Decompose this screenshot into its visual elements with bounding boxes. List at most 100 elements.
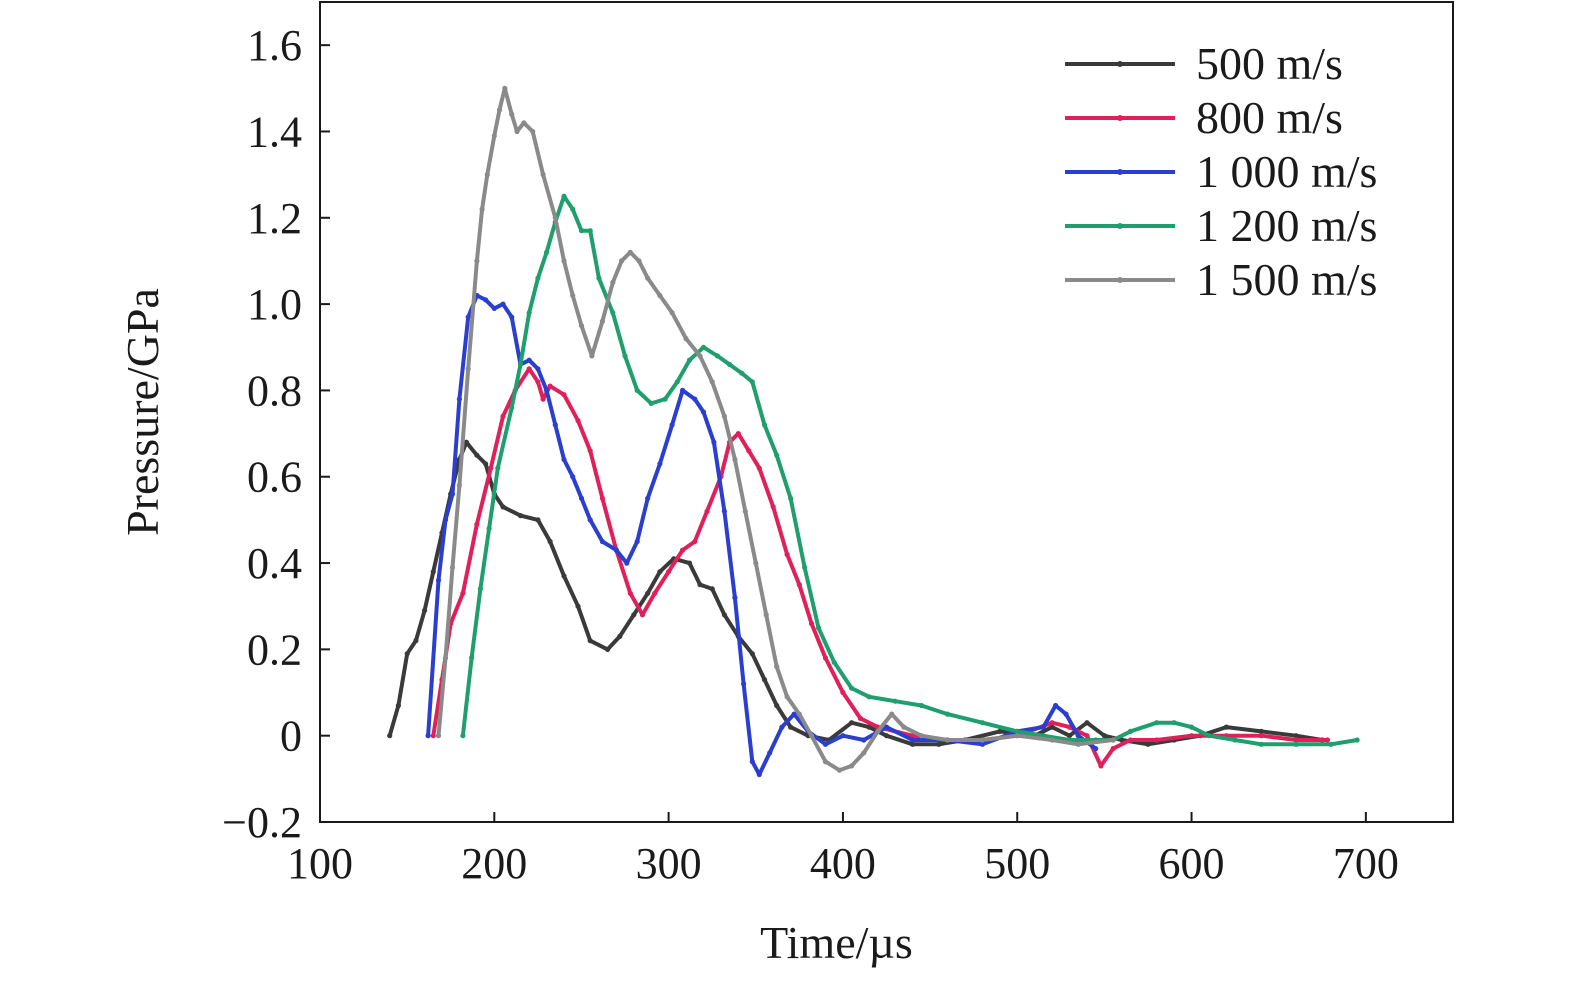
data-point	[704, 508, 710, 514]
data-point	[774, 452, 780, 458]
data-point	[700, 409, 707, 415]
data-point	[570, 474, 576, 480]
data-point	[822, 741, 829, 747]
data-point	[1040, 724, 1046, 730]
data-point	[1171, 720, 1177, 726]
data-point	[774, 702, 780, 709]
data-point	[622, 353, 628, 359]
x-tick-label: 400	[810, 839, 876, 888]
data-point	[756, 465, 762, 471]
x-tick-label: 300	[636, 839, 702, 888]
data-point	[1014, 728, 1020, 735]
data-point	[756, 771, 762, 778]
data-point	[875, 728, 881, 735]
data-point	[460, 590, 466, 596]
data-point	[469, 655, 475, 661]
x-tick-label: 700	[1333, 839, 1399, 888]
data-point	[1206, 733, 1212, 739]
data-point	[686, 560, 693, 566]
data-point	[822, 759, 829, 765]
data-point	[1110, 746, 1116, 752]
data-point	[735, 431, 741, 437]
data-point	[514, 128, 520, 135]
data-point	[680, 387, 686, 393]
data-point	[491, 305, 497, 311]
x-tick-label: 200	[461, 839, 527, 888]
x-axis: 100 200 300 400 500 600 700	[287, 812, 1399, 888]
data-point	[802, 564, 808, 571]
data-point	[692, 538, 698, 545]
data-point	[526, 357, 532, 363]
data-point	[477, 586, 483, 592]
y-tick-label: −0.2	[222, 798, 302, 847]
data-point	[1049, 720, 1055, 726]
legend-marker	[1117, 61, 1123, 67]
data-point	[791, 711, 797, 717]
data-point	[465, 366, 471, 372]
legend-label: 1 000 m/s	[1196, 146, 1377, 197]
data-point	[1293, 737, 1299, 743]
series-layer	[387, 85, 1360, 778]
data-point	[753, 560, 759, 566]
data-point	[617, 633, 623, 640]
data-point	[761, 677, 768, 683]
data-point	[578, 323, 585, 329]
data-point	[599, 538, 606, 545]
data-point	[714, 353, 721, 359]
data-point	[488, 465, 494, 471]
data-point	[570, 206, 576, 212]
data-point	[486, 525, 492, 532]
data-point	[1324, 737, 1331, 743]
data-point	[517, 513, 524, 519]
data-point	[1053, 702, 1059, 709]
data-point	[500, 413, 506, 419]
data-point	[666, 569, 672, 575]
data-point	[430, 733, 436, 739]
y-tick-label: 0	[280, 712, 302, 761]
data-point	[483, 297, 489, 303]
data-point	[1145, 741, 1151, 747]
data-point	[1258, 741, 1264, 747]
data-point	[662, 396, 668, 402]
data-point	[788, 495, 794, 501]
data-point	[861, 750, 867, 756]
data-point	[484, 172, 490, 178]
data-point	[526, 366, 532, 372]
data-point	[739, 370, 745, 376]
data-point	[509, 314, 515, 320]
x-tick-label: 600	[1159, 839, 1225, 888]
data-point	[910, 737, 916, 743]
data-point	[1328, 741, 1334, 747]
data-point	[680, 547, 686, 553]
data-point	[1293, 733, 1299, 739]
y-tick-label: 0.4	[247, 539, 302, 588]
data-point	[721, 508, 728, 514]
data-point	[1127, 737, 1134, 743]
legend-item: 1 500 m/s	[1065, 254, 1377, 305]
data-point	[500, 301, 506, 307]
data-point	[697, 353, 703, 359]
legend-marker	[1117, 277, 1123, 283]
data-point	[540, 396, 546, 402]
data-point	[761, 422, 768, 428]
data-point	[709, 379, 715, 385]
data-point	[634, 538, 640, 545]
data-point	[836, 767, 843, 773]
data-point	[578, 495, 585, 501]
data-point	[491, 133, 497, 139]
data-point	[587, 228, 593, 234]
data-point	[889, 711, 895, 717]
series-5	[435, 85, 1116, 773]
data-point	[1258, 728, 1264, 735]
data-point	[866, 694, 872, 700]
data-point	[587, 448, 593, 454]
data-point	[979, 720, 986, 726]
data-point	[636, 258, 642, 264]
data-point	[1014, 733, 1020, 739]
series-1	[387, 439, 1325, 747]
y-tick-label: 1.4	[247, 107, 302, 156]
series-4	[460, 193, 1360, 747]
data-point	[822, 655, 829, 661]
data-point	[552, 215, 558, 221]
y-tick-label: 0.6	[247, 453, 302, 502]
